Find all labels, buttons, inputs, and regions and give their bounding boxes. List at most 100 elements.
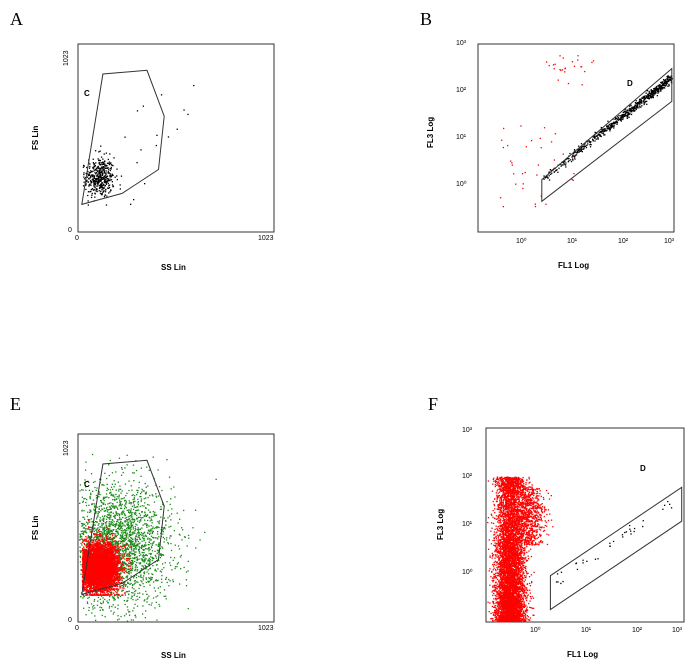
data-point bbox=[565, 158, 568, 160]
data-point bbox=[87, 191, 90, 193]
data-point bbox=[110, 166, 112, 169]
data-point bbox=[176, 128, 178, 130]
data-point bbox=[168, 526, 170, 528]
data-point bbox=[157, 587, 159, 589]
data-point bbox=[129, 530, 131, 532]
data-point bbox=[562, 164, 564, 166]
data-point bbox=[574, 154, 577, 156]
data-point bbox=[118, 547, 120, 549]
data-point bbox=[142, 490, 144, 492]
data-point bbox=[93, 508, 95, 510]
data-point bbox=[581, 84, 583, 86]
data-point bbox=[665, 80, 668, 82]
data-point bbox=[115, 512, 117, 514]
data-point bbox=[153, 527, 155, 529]
data-point bbox=[105, 183, 107, 185]
data-point bbox=[151, 602, 153, 604]
data-point bbox=[123, 537, 125, 539]
data-point bbox=[147, 597, 149, 599]
data-point bbox=[116, 532, 118, 534]
data-point bbox=[134, 564, 137, 566]
data-point bbox=[154, 515, 156, 517]
data-point bbox=[654, 87, 656, 89]
data-point bbox=[120, 524, 122, 527]
data-point bbox=[116, 549, 118, 552]
data-point bbox=[86, 543, 88, 545]
data-point bbox=[109, 191, 111, 193]
data-point bbox=[552, 64, 555, 66]
data-point bbox=[129, 533, 131, 535]
data-point bbox=[128, 593, 130, 596]
data-point bbox=[121, 580, 123, 582]
data-point bbox=[522, 187, 524, 190]
data-point bbox=[122, 553, 124, 555]
data-point bbox=[120, 501, 122, 503]
data-point bbox=[124, 543, 126, 546]
data-point bbox=[123, 497, 125, 499]
data-point bbox=[144, 617, 146, 619]
data-point bbox=[558, 167, 560, 169]
data-point bbox=[126, 492, 128, 494]
data-point bbox=[119, 519, 121, 521]
data-point bbox=[111, 472, 114, 474]
data-point bbox=[136, 489, 138, 491]
data-point bbox=[131, 544, 133, 546]
data-point bbox=[103, 484, 105, 486]
data-point bbox=[616, 122, 618, 124]
data-point bbox=[101, 185, 103, 187]
data-point bbox=[127, 521, 129, 523]
data-point bbox=[109, 516, 111, 519]
data-point bbox=[144, 482, 146, 485]
data-point bbox=[130, 578, 132, 581]
data-point bbox=[580, 66, 582, 68]
data-point bbox=[145, 558, 147, 560]
data-point bbox=[121, 523, 123, 525]
data-point bbox=[116, 175, 118, 177]
data-point bbox=[99, 530, 101, 533]
data-point bbox=[150, 579, 152, 581]
data-point bbox=[135, 510, 137, 512]
data-point bbox=[137, 490, 139, 492]
data-point bbox=[82, 500, 84, 502]
data-point bbox=[102, 186, 104, 188]
data-point bbox=[144, 545, 146, 548]
data-point bbox=[110, 486, 113, 488]
data-point bbox=[138, 587, 140, 590]
data-point bbox=[115, 540, 118, 543]
data-point bbox=[132, 561, 134, 563]
data-point bbox=[560, 165, 562, 167]
data-point bbox=[174, 496, 176, 498]
data-point bbox=[106, 600, 108, 602]
data-point bbox=[140, 547, 143, 550]
data-point bbox=[627, 113, 629, 115]
data-point bbox=[102, 158, 104, 160]
data-point bbox=[112, 589, 115, 591]
data-point bbox=[121, 511, 123, 513]
data-point bbox=[88, 173, 90, 175]
data-point bbox=[86, 587, 88, 590]
data-point bbox=[665, 84, 668, 86]
data-point bbox=[146, 523, 148, 525]
data-point bbox=[93, 598, 96, 601]
data-point bbox=[138, 555, 140, 557]
data-point bbox=[99, 174, 101, 176]
data-point bbox=[79, 539, 81, 541]
data-point bbox=[130, 534, 133, 536]
data-point bbox=[136, 545, 138, 547]
data-point bbox=[128, 502, 130, 504]
data-point bbox=[152, 542, 155, 544]
data-point bbox=[657, 92, 659, 94]
data-point bbox=[94, 164, 96, 167]
data-point bbox=[106, 181, 108, 183]
data-point bbox=[131, 514, 133, 516]
data-point bbox=[134, 553, 137, 556]
data-point bbox=[142, 556, 144, 558]
data-point bbox=[96, 190, 98, 193]
data-point bbox=[145, 578, 147, 580]
data-point bbox=[111, 184, 114, 186]
data-point bbox=[630, 110, 632, 112]
data-point bbox=[155, 601, 157, 603]
data-point bbox=[101, 166, 103, 168]
data-point bbox=[96, 174, 99, 176]
data-point bbox=[581, 148, 583, 150]
